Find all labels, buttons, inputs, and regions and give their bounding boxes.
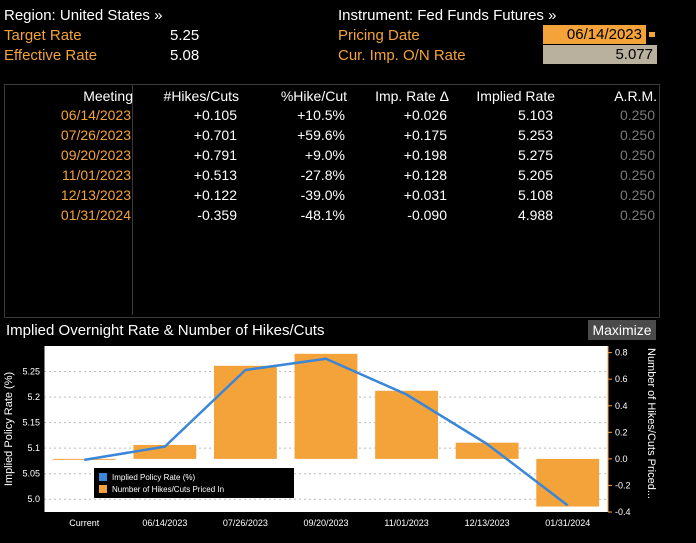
meeting-date: 09/20/2023 — [60, 147, 131, 163]
legend-swatch-bar — [99, 485, 107, 493]
region-selector[interactable]: Region: United States » — [4, 7, 163, 24]
y-right-axis-title: Number of Hikes/Cuts Priced... — [645, 348, 657, 499]
y-right-tick-label: 0.8 — [615, 348, 628, 358]
y-left-axis-title: Implied Policy Rate (%) — [4, 372, 15, 486]
bar-hikes-cuts — [375, 390, 438, 459]
x-tick-label: 11/01/2023 — [384, 518, 428, 528]
hikes-cuts-value: +0.122 — [193, 187, 237, 203]
effective-rate-label: Effective Rate — [4, 47, 98, 64]
imp-rate-delta-value: +0.128 — [403, 167, 447, 183]
col-header-pct-hike-cut[interactable]: %Hike/Cut — [280, 88, 347, 104]
x-tick-label: 09/20/2023 — [303, 518, 348, 528]
target-rate-value: 5.25 — [170, 27, 200, 44]
y-left-tick-label: 5.1 — [27, 443, 40, 453]
bar-hikes-cuts — [214, 365, 277, 459]
pricing-date-input[interactable]: 06/14/2023 — [543, 25, 646, 44]
pct-hike-cut-value: +10.5% — [297, 107, 345, 123]
maximize-button[interactable]: Maximize — [588, 320, 656, 340]
table-row[interactable]: 06/14/2023 +0.105 +10.5% +0.026 5.103 0.… — [5, 105, 657, 125]
chart-area: 5.0 5.05 5.1 5.15 5.2 5.25 -0.4 -0.2 0.0 0.2 0.4 0.… — [3, 340, 694, 538]
arm-value: 0.250 — [619, 147, 655, 163]
col-header-hikes-cuts[interactable]: #Hikes/Cuts — [163, 88, 239, 104]
hikes-cuts-value: -0.359 — [197, 207, 237, 223]
meeting-date: 12/13/2023 — [60, 187, 131, 203]
y-right-tick-label: 0.0 — [615, 454, 628, 464]
arm-value: 0.250 — [619, 167, 655, 183]
implied-rate-value: 4.988 — [517, 207, 553, 223]
imp-rate-delta-value: +0.198 — [403, 147, 447, 163]
table-row[interactable]: 11/01/2023 +0.513 -27.8% +0.128 5.205 0.… — [5, 165, 657, 185]
arm-value: 0.250 — [619, 207, 655, 223]
y-left-tick-label: 5.05 — [22, 469, 40, 479]
hikes-cuts-value: +0.791 — [193, 147, 237, 163]
imp-rate-delta-value: +0.026 — [403, 107, 447, 123]
column-divider — [132, 85, 133, 315]
implied-rate-value: 5.103 — [517, 107, 553, 123]
col-header-implied-rate[interactable]: Implied Rate — [476, 88, 555, 104]
arm-value: 0.250 — [619, 127, 655, 143]
target-rate-label: Target Rate — [4, 27, 82, 44]
chart-svg: 5.0 5.05 5.1 5.15 5.2 5.25 -0.4 -0.2 0.0 0.2 0.4 0.… — [3, 346, 657, 528]
y-left-tick-label: 5.25 — [22, 367, 40, 377]
arm-value: 0.250 — [619, 187, 655, 203]
pct-hike-cut-value: -39.0% — [300, 187, 345, 203]
line-implied-rate — [84, 357, 569, 507]
meeting-date: 07/26/2023 — [60, 127, 131, 143]
table-row[interactable]: 07/26/2023 +0.701 +59.6% +0.175 5.253 0.… — [5, 125, 657, 145]
y-left-tick-label: 5.15 — [22, 418, 40, 428]
chart-title: Implied Overnight Rate & Number of Hikes… — [6, 322, 325, 339]
cur-imp-rate-value: 5.077 — [543, 45, 657, 64]
meeting-date: 06/14/2023 — [60, 107, 131, 123]
hikes-cuts-value: +0.513 — [193, 167, 237, 183]
meetings-table: Meeting #Hikes/Cuts %Hike/Cut Imp. Rate … — [4, 84, 660, 318]
instrument-selector[interactable]: Instrument: Fed Funds Futures » — [338, 7, 557, 24]
x-tick-label: 01/31/2024 — [545, 518, 590, 528]
y-right-tick-label: -0.2 — [615, 480, 631, 490]
pct-hike-cut-value: -27.8% — [300, 167, 345, 183]
legend-swatch-line — [99, 473, 107, 481]
col-header-meeting[interactable]: Meeting — [83, 88, 133, 104]
x-tick-label: 06/14/2023 — [142, 518, 187, 528]
legend-label-bar: Number of Hikes/Cuts Priced In — [112, 485, 224, 494]
table-row[interactable]: 09/20/2023 +0.791 +9.0% +0.198 5.275 0.2… — [5, 145, 657, 165]
pct-hike-cut-value: -48.1% — [300, 207, 345, 223]
imp-rate-delta-value: +0.031 — [403, 187, 447, 203]
x-tick-label: 07/26/2023 — [223, 518, 268, 528]
y-left-tick-label: 5.2 — [27, 392, 40, 402]
effective-rate-value: 5.08 — [170, 47, 200, 64]
bar-hikes-cuts — [294, 353, 358, 459]
cur-imp-rate-label: Cur. Imp. O/N Rate — [338, 47, 466, 64]
legend-box — [94, 468, 294, 498]
y-right-tick-label: 0.4 — [615, 401, 628, 411]
hikes-cuts-value: +0.701 — [193, 127, 237, 143]
calendar-icon[interactable] — [647, 29, 657, 40]
pct-hike-cut-value: +9.0% — [304, 147, 345, 163]
col-header-imp-rate-delta[interactable]: Imp. Rate Δ — [375, 88, 449, 104]
imp-rate-delta-value: -0.090 — [407, 207, 447, 223]
pricing-date-label: Pricing Date — [338, 27, 420, 44]
meeting-date: 11/01/2023 — [61, 167, 131, 183]
arm-value: 0.250 — [619, 107, 655, 123]
y-right-tick-label: -0.4 — [615, 507, 631, 517]
y-right-tick-label: 0.2 — [615, 427, 628, 437]
implied-rate-value: 5.275 — [517, 147, 553, 163]
x-tick-label: 12/13/2023 — [465, 518, 510, 528]
table-row[interactable]: 01/31/2024 -0.359 -48.1% -0.090 4.988 0.… — [5, 205, 657, 225]
y-right-tick-label: 0.6 — [615, 374, 628, 384]
col-header-arm[interactable]: A.R.M. — [614, 88, 657, 104]
implied-rate-value: 5.253 — [517, 127, 553, 143]
pct-hike-cut-value: +59.6% — [297, 127, 345, 143]
imp-rate-delta-value: +0.175 — [403, 127, 447, 143]
implied-rate-value: 5.108 — [517, 187, 553, 203]
implied-rate-value: 5.205 — [517, 167, 553, 183]
y-left-tick-label: 5.0 — [27, 494, 40, 504]
bar-hikes-cuts — [536, 458, 600, 507]
meeting-date: 01/31/2024 — [60, 207, 131, 223]
legend-label-line: Implied Policy Rate (%) — [112, 473, 195, 482]
hikes-cuts-value: +0.105 — [193, 107, 237, 123]
x-tick-label: Current — [69, 518, 100, 528]
table-row[interactable]: 12/13/2023 +0.122 -39.0% +0.031 5.108 0.… — [5, 185, 657, 205]
